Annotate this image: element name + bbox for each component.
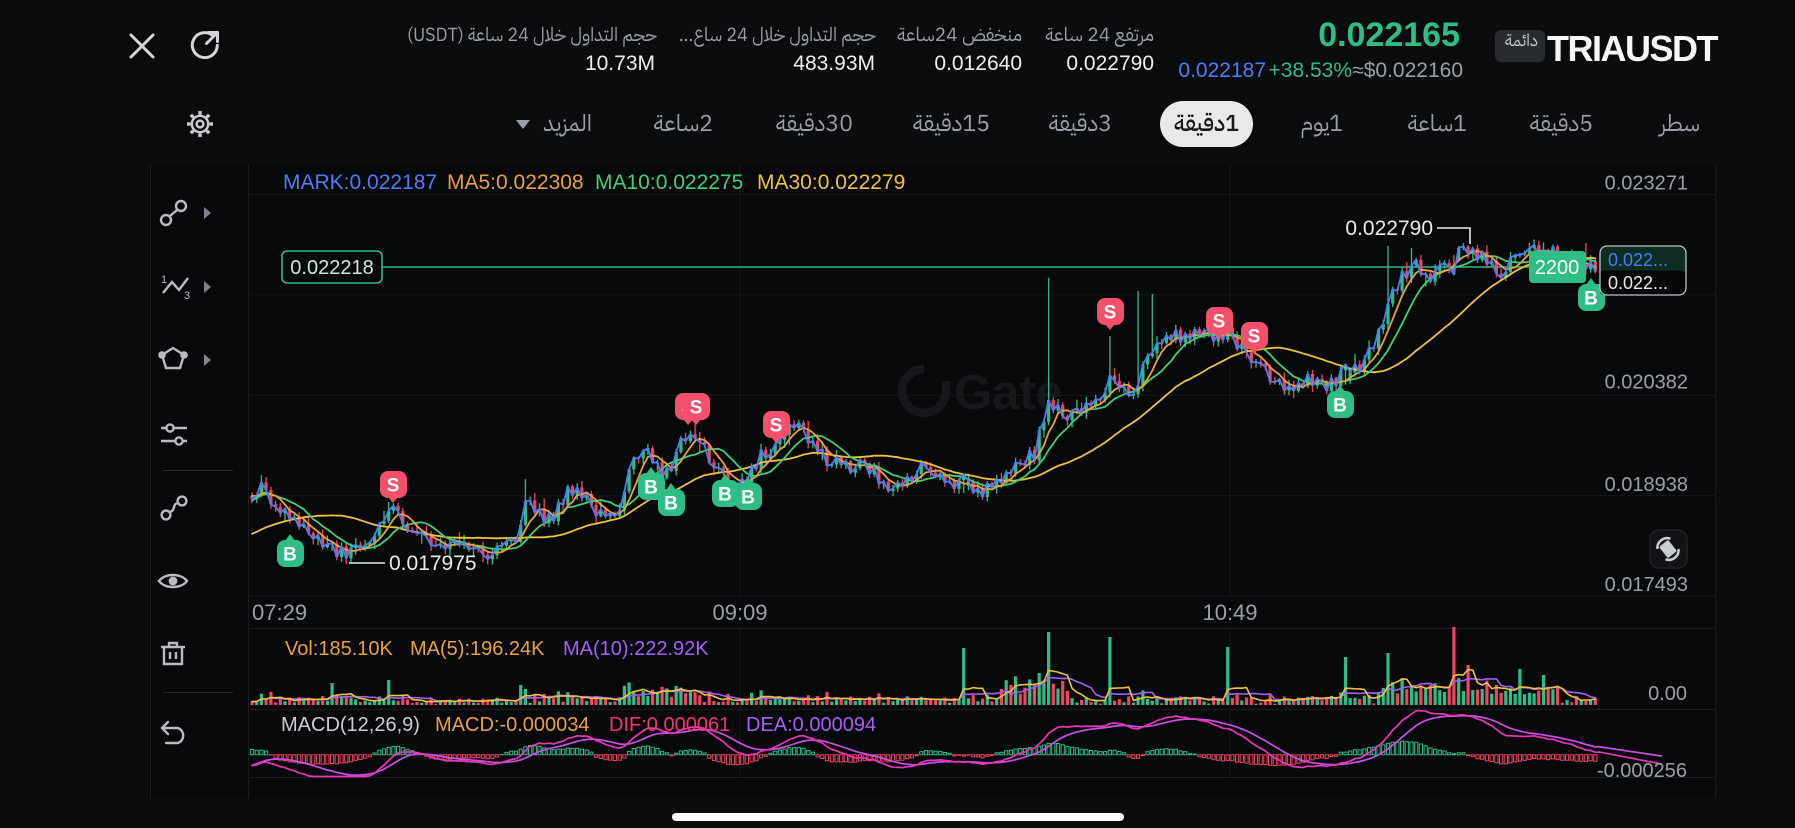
svg-text:2200: 2200 — [1535, 257, 1580, 279]
svg-text:0.017493: 0.017493 — [1605, 574, 1688, 596]
svg-text:S: S — [690, 398, 703, 419]
svg-text:10:49: 10:49 — [1202, 600, 1257, 625]
svg-text:0.023271: 0.023271 — [1605, 172, 1688, 194]
svg-text:B: B — [718, 485, 732, 506]
svg-text:-0.000256: -0.000256 — [1597, 760, 1687, 782]
svg-text:0.020382: 0.020382 — [1605, 372, 1688, 394]
svg-text:B: B — [1333, 396, 1347, 417]
svg-text:TRIAUSDT: TRIAUSDT — [1547, 28, 1718, 69]
svg-text:S: S — [770, 416, 783, 437]
svg-text:S: S — [1104, 303, 1117, 324]
svg-text:B: B — [283, 545, 297, 566]
svg-text:MA30:0.022279: MA30:0.022279 — [757, 171, 905, 194]
svg-text:0.022790: 0.022790 — [1345, 217, 1433, 240]
svg-text:0.012640: 0.012640 — [934, 52, 1022, 75]
svg-text:MA(5):196.24K: MA(5):196.24K — [410, 638, 545, 660]
svg-text:B: B — [1584, 289, 1598, 310]
svg-text:1: 1 — [161, 274, 167, 286]
svg-text:DEA:0.000094: DEA:0.000094 — [746, 714, 876, 736]
svg-text:S: S — [1248, 327, 1261, 348]
svg-text:MA(10):222.92K: MA(10):222.92K — [563, 638, 709, 660]
svg-text:07:29: 07:29 — [252, 600, 307, 625]
svg-text:≈$0.022160: ≈$0.022160 — [1352, 59, 1463, 82]
svg-text:10.73M: 10.73M — [585, 52, 655, 75]
svg-text:B: B — [644, 478, 658, 499]
svg-text:+38.53%: +38.53% — [1269, 59, 1353, 82]
svg-text:09:09: 09:09 — [712, 600, 767, 625]
svg-text:0.022...: 0.022... — [1608, 273, 1668, 293]
svg-text:Gate: Gate — [954, 366, 1063, 420]
svg-text:3: 3 — [184, 290, 190, 302]
svg-text:MA5:0.022308: MA5:0.022308 — [447, 171, 584, 194]
svg-text:MACD(12,26,9): MACD(12,26,9) — [281, 714, 420, 736]
svg-text:B: B — [741, 488, 755, 509]
svg-text:B: B — [664, 494, 678, 515]
svg-text:0.022790: 0.022790 — [1066, 52, 1154, 75]
svg-text:MACD:-0.000034: MACD:-0.000034 — [435, 714, 590, 736]
svg-text:0.017975: 0.017975 — [389, 552, 477, 575]
svg-text:S: S — [1213, 312, 1226, 333]
svg-text:0.022218: 0.022218 — [290, 257, 373, 279]
svg-text:Vol:185.10K: Vol:185.10K — [285, 638, 394, 660]
svg-text:0.022165: 0.022165 — [1318, 16, 1460, 54]
svg-text:483.93M: 483.93M — [793, 52, 875, 75]
svg-text:MARK:0.022187: MARK:0.022187 — [283, 171, 437, 194]
svg-text:S: S — [387, 476, 400, 497]
svg-text:0.018938: 0.018938 — [1605, 474, 1688, 496]
svg-text:DIF:0.000061: DIF:0.000061 — [609, 714, 730, 736]
svg-text:0.022...: 0.022... — [1608, 250, 1668, 270]
svg-text:0.022187: 0.022187 — [1178, 59, 1266, 82]
svg-text:0.00: 0.00 — [1648, 683, 1687, 705]
svg-text:MA10:0.022275: MA10:0.022275 — [595, 171, 743, 194]
